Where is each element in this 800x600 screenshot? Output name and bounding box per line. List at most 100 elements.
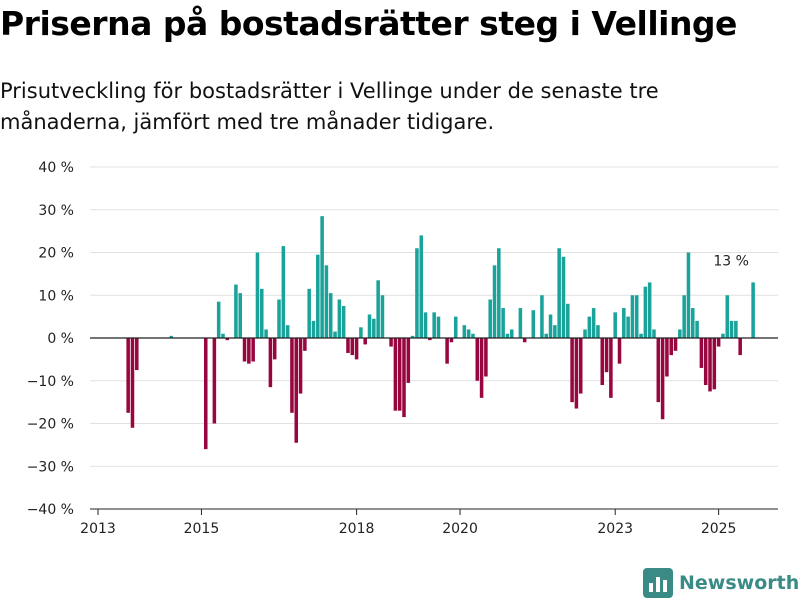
bar bbox=[604, 338, 609, 373]
y-tick-label: 40 % bbox=[38, 160, 74, 176]
bars bbox=[126, 216, 755, 450]
bar bbox=[734, 320, 738, 338]
bar bbox=[221, 333, 225, 338]
bar bbox=[428, 338, 432, 341]
bar bbox=[268, 338, 273, 388]
bar bbox=[393, 338, 398, 411]
brand-name: Newsworthy bbox=[679, 572, 800, 594]
bar bbox=[238, 293, 242, 338]
bar bbox=[540, 295, 544, 338]
bar bbox=[203, 338, 208, 450]
bar bbox=[497, 248, 501, 338]
y-tick-label: 0 % bbox=[47, 331, 74, 347]
bar bbox=[630, 295, 635, 338]
bar bbox=[708, 338, 712, 392]
bar bbox=[725, 295, 730, 338]
bar bbox=[531, 310, 536, 338]
x-tick-label: 2018 bbox=[339, 521, 375, 537]
bar bbox=[678, 329, 682, 338]
bar bbox=[445, 338, 449, 364]
y-tick-label: 30 % bbox=[38, 203, 74, 219]
bar bbox=[609, 338, 613, 398]
bar bbox=[522, 338, 527, 343]
bar bbox=[372, 318, 376, 338]
bar bbox=[350, 338, 355, 356]
bar bbox=[277, 299, 281, 338]
bar bbox=[492, 265, 497, 338]
bar bbox=[591, 308, 596, 338]
bar bbox=[656, 338, 661, 403]
bar bbox=[691, 308, 695, 338]
bar bbox=[281, 246, 286, 338]
y-tick-label: −20 % bbox=[27, 417, 74, 433]
bar bbox=[130, 338, 135, 428]
bar bbox=[419, 235, 424, 338]
bar bbox=[557, 248, 561, 338]
bar bbox=[699, 338, 704, 368]
bar bbox=[716, 338, 721, 347]
bar bbox=[695, 320, 699, 338]
bar bbox=[643, 286, 648, 338]
bar bbox=[578, 338, 583, 394]
bar bbox=[553, 325, 557, 338]
bar bbox=[397, 338, 402, 411]
bar bbox=[436, 316, 441, 339]
y-tick-label: −30 % bbox=[27, 459, 74, 475]
y-tick-label: −10 % bbox=[27, 374, 74, 390]
bar bbox=[320, 216, 324, 338]
bar bbox=[169, 335, 174, 338]
bar bbox=[234, 284, 238, 338]
bar bbox=[509, 329, 514, 338]
bar bbox=[307, 288, 311, 338]
bar bbox=[337, 299, 342, 338]
bar bbox=[363, 338, 367, 345]
bar bbox=[566, 303, 570, 338]
bar bbox=[453, 316, 458, 339]
bar bbox=[324, 265, 329, 338]
labels: 40 % 30 % 20 % 10 % 0 % −10 % −20 % −30 % −40 % 2… bbox=[27, 160, 749, 537]
newsworthy-logo-icon bbox=[643, 568, 673, 598]
bar bbox=[574, 338, 579, 409]
x-tick-label: 2020 bbox=[442, 521, 478, 537]
bar bbox=[600, 338, 605, 386]
bar bbox=[751, 282, 755, 338]
brand-logo: Newsworthy bbox=[643, 568, 800, 598]
bar bbox=[341, 305, 346, 338]
bar bbox=[389, 338, 393, 347]
bar bbox=[466, 329, 471, 338]
bar bbox=[660, 338, 665, 420]
bar bbox=[423, 312, 428, 338]
y-tick-label: 20 % bbox=[38, 246, 74, 262]
bar bbox=[548, 314, 553, 338]
y-tick-label: 10 % bbox=[38, 288, 74, 304]
bar bbox=[311, 320, 316, 338]
bar bbox=[410, 335, 415, 338]
bar bbox=[479, 338, 484, 398]
bar bbox=[721, 333, 725, 338]
chart-subtitle: Prisutveckling för bostadsrätter i Velli… bbox=[0, 79, 659, 134]
x-tick-label: 2025 bbox=[701, 521, 737, 537]
bar bbox=[333, 331, 337, 338]
bar bbox=[285, 325, 290, 338]
axes bbox=[90, 337, 778, 515]
latest-value-label: 13 % bbox=[713, 253, 749, 269]
bar bbox=[354, 338, 359, 360]
bar bbox=[561, 256, 566, 338]
bar bbox=[639, 333, 643, 338]
bar bbox=[376, 280, 380, 338]
bar bbox=[462, 325, 467, 338]
bar bbox=[652, 329, 656, 338]
bar bbox=[596, 325, 600, 338]
bar bbox=[647, 282, 652, 338]
chart-title: Priserna på bostadsrätter steg i Velling… bbox=[0, 4, 737, 43]
bar bbox=[626, 316, 630, 339]
bar bbox=[328, 293, 333, 338]
bar bbox=[449, 338, 454, 343]
bar bbox=[380, 295, 385, 338]
bar bbox=[415, 248, 419, 338]
x-tick-label: 2015 bbox=[184, 521, 220, 537]
bar bbox=[216, 301, 221, 338]
bar bbox=[488, 299, 492, 338]
bar bbox=[622, 308, 626, 338]
bar bbox=[346, 338, 350, 353]
